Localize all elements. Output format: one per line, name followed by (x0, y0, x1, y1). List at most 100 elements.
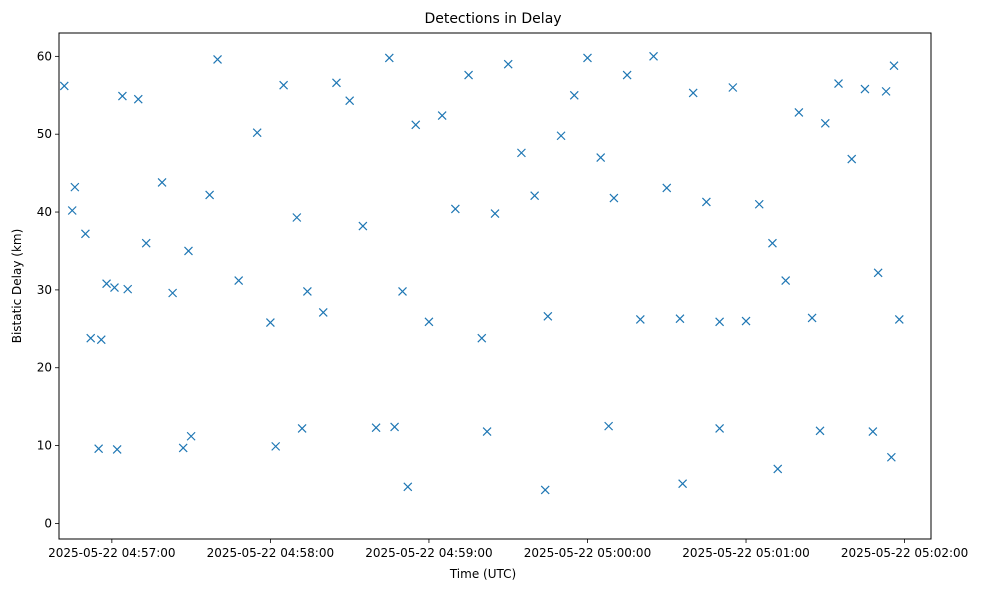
y-axis-label: Bistatic Delay (km) (10, 229, 24, 344)
data-point (622, 70, 632, 80)
data-point (398, 287, 407, 296)
data-point (117, 91, 127, 101)
data-point (94, 444, 104, 454)
data-point (279, 80, 289, 90)
data-point (96, 335, 106, 345)
data-point (649, 51, 658, 61)
data-point (213, 55, 222, 64)
data-point (873, 268, 883, 278)
data-point (157, 178, 167, 187)
data-point (358, 221, 368, 231)
data-point (332, 78, 341, 88)
data-point (662, 183, 672, 193)
data-point (688, 88, 698, 98)
data-point (741, 316, 751, 326)
data-point (754, 199, 764, 209)
data-point (390, 422, 400, 432)
data-point (234, 276, 244, 285)
data-point (596, 153, 606, 162)
data-point (815, 426, 825, 436)
data-point (112, 445, 122, 454)
x-tick-label: 2025-05-22 04:57:00 (48, 546, 175, 560)
data-point (86, 333, 96, 343)
data-point (141, 238, 151, 248)
chart-title: Detections in Delay (424, 11, 561, 27)
data-point (437, 111, 447, 120)
data-point (318, 308, 328, 317)
data-point (583, 53, 592, 63)
data-point (123, 284, 133, 294)
data-point (768, 238, 777, 248)
data-point (794, 107, 804, 117)
data-point (133, 94, 143, 104)
data-point (371, 423, 381, 433)
data-point (477, 333, 487, 343)
data-point (80, 229, 90, 239)
y-tick-label: 0 (44, 516, 52, 530)
data-point (807, 313, 817, 323)
data-point (384, 53, 394, 63)
x-tick-label: 2025-05-22 05:01:00 (682, 546, 809, 560)
data-point (834, 79, 843, 89)
data-point (411, 120, 421, 130)
data-point (59, 81, 69, 91)
data-point (102, 279, 111, 289)
data-point (403, 482, 413, 492)
data-point (450, 204, 460, 214)
y-tick-label: 60 (37, 49, 52, 63)
scatter-marks (59, 51, 904, 495)
data-point (482, 427, 492, 436)
data-point (345, 96, 355, 106)
data-point (292, 213, 302, 222)
data-point (678, 479, 688, 489)
x-tick-label: 2025-05-22 04:58:00 (207, 546, 334, 560)
data-point (184, 246, 193, 256)
data-point (773, 464, 783, 474)
data-point (205, 190, 215, 200)
data-point (886, 452, 896, 462)
data-point (860, 84, 870, 94)
data-point (302, 287, 312, 296)
data-point (781, 276, 791, 285)
data-point (635, 315, 645, 324)
data-point (701, 197, 711, 207)
data-point (297, 424, 307, 433)
data-point (252, 128, 262, 138)
data-point (569, 90, 579, 100)
data-point (490, 209, 500, 219)
y-tick-label: 30 (37, 283, 52, 297)
y-tick-label: 40 (37, 205, 52, 219)
data-point (889, 61, 899, 71)
data-point (715, 424, 725, 433)
data-point (70, 182, 80, 192)
data-point (271, 441, 281, 451)
data-point (540, 485, 550, 495)
data-point (728, 83, 738, 92)
y-tick-label: 20 (37, 361, 52, 375)
data-point (675, 314, 685, 324)
x-axis-label: Time (UTC) (449, 567, 516, 581)
data-point (265, 318, 275, 328)
data-point (556, 131, 566, 141)
data-point (530, 191, 540, 201)
data-point (186, 431, 196, 441)
data-point (516, 148, 526, 158)
data-point (894, 315, 904, 324)
data-point (424, 317, 434, 327)
data-point (604, 421, 614, 431)
data-point (881, 86, 891, 96)
data-point (715, 317, 725, 327)
data-point (67, 206, 77, 215)
data-point (820, 118, 830, 128)
axis-ticks: 0 10 20 30 40 50 60 2025-05-22 04:57:00 2025-05-… (37, 49, 969, 560)
plot-frame (58, 32, 932, 540)
data-point (868, 427, 878, 436)
y-tick-label: 10 (37, 439, 52, 453)
y-tick-label: 50 (37, 127, 52, 141)
data-point (847, 154, 857, 164)
data-point (609, 193, 619, 203)
data-point (464, 70, 474, 80)
